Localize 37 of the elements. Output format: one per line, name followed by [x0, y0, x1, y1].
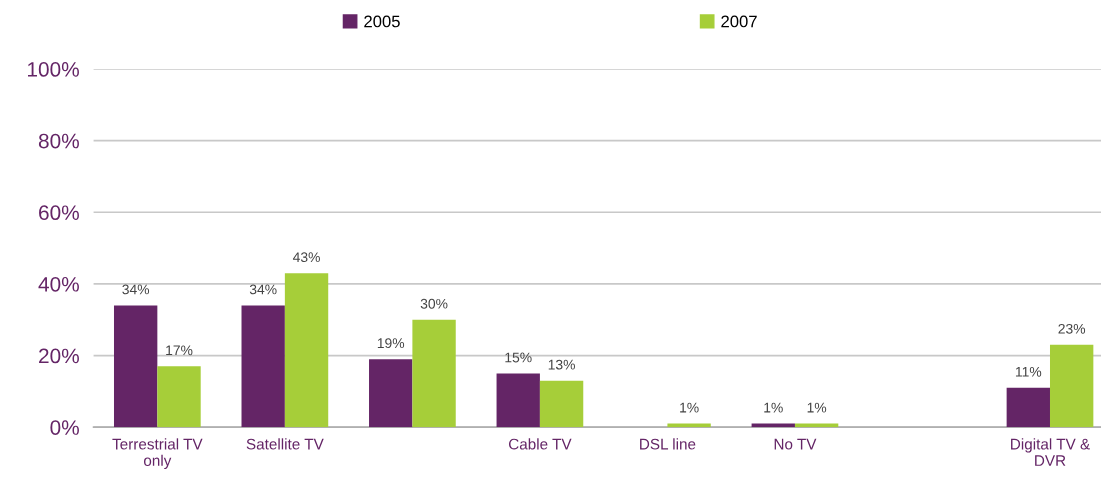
- bar: [412, 319, 456, 428]
- x-tick-label: Digital TV & DVR: [1011, 438, 1090, 466]
- data-label: 17%: [166, 345, 193, 356]
- data-label: 1%: [764, 402, 783, 413]
- y-tick-label: 60%: [39, 205, 79, 221]
- data-label: 19%: [377, 338, 405, 349]
- x-tick-label: DSL line: [640, 438, 696, 450]
- data-label: 1%: [807, 402, 827, 413]
- legend-label: 2007: [721, 15, 757, 28]
- data-label: 23%: [1058, 323, 1086, 334]
- y-tick-label: 100%: [28, 62, 79, 77]
- bar: [1049, 344, 1094, 428]
- legend-label: 2005: [364, 15, 400, 28]
- bar: [284, 273, 329, 428]
- bar: [369, 359, 413, 428]
- y-tick-label: 20%: [39, 348, 79, 364]
- data-label: 30%: [420, 298, 448, 309]
- x-tick-label: No TV: [774, 438, 817, 450]
- bar: [496, 373, 540, 428]
- data-label: 13%: [548, 359, 575, 370]
- data-label: 11%: [1015, 366, 1042, 377]
- bar: [241, 305, 285, 428]
- y-tick-label: 40%: [38, 276, 79, 292]
- x-tick-label: Terrestrial TV only: [112, 438, 203, 469]
- x-tick-label: Cable TV: [508, 438, 572, 450]
- bar: [113, 305, 158, 428]
- bar: [157, 366, 201, 428]
- y-tick-label: 80%: [38, 133, 79, 149]
- data-label: 1%: [680, 402, 699, 413]
- data-label: 34%: [249, 284, 277, 295]
- bar: [539, 380, 584, 428]
- y-tick-label: 0%: [50, 420, 79, 435]
- data-label: 15%: [505, 352, 532, 363]
- bar: [1006, 387, 1050, 428]
- data-label: 34%: [122, 284, 150, 295]
- data-label: 43%: [292, 252, 320, 263]
- x-tick-label: Satellite TV: [246, 438, 324, 450]
